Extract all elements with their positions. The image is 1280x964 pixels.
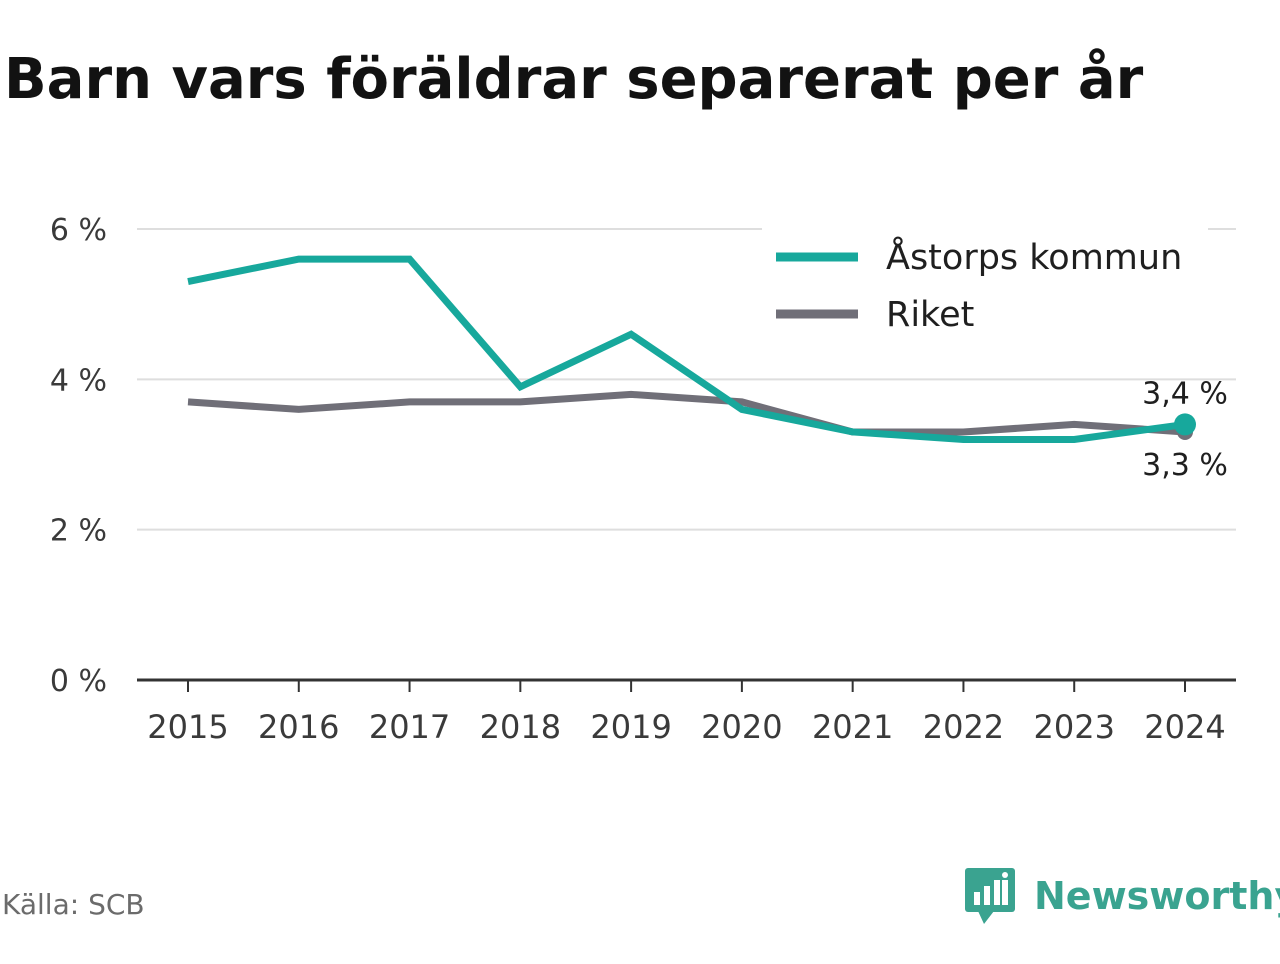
- series-end-point: [1174, 413, 1196, 436]
- x-tick-label: 2021: [812, 708, 893, 746]
- x-tick-label: 2023: [1034, 708, 1115, 746]
- y-tick-label: 2 %: [50, 514, 107, 549]
- legend-background: [762, 218, 1208, 244]
- legend: Åstorps kommun Riket: [776, 235, 1182, 335]
- y-tick-label: 4 %: [50, 363, 107, 398]
- x-axis: 2015 2016 2017 2018 2019 2020 2021 2022 2023 2024: [137, 678, 1236, 746]
- series-line: [187, 390, 1186, 436]
- x-tick-label: 2018: [480, 708, 561, 746]
- x-tick-label: 2016: [258, 708, 339, 746]
- legend-label: Åstorps kommun: [886, 235, 1182, 278]
- series-line: [187, 255, 1186, 443]
- series-lines: [187, 255, 1196, 443]
- x-tick-label: 2022: [923, 708, 1004, 746]
- brand-name: Newsworthy: [1034, 874, 1280, 918]
- source-note: Källa: SCB: [2, 888, 145, 921]
- x-tick-label: 2024: [1144, 708, 1225, 746]
- x-tick-label: 2017: [369, 708, 450, 746]
- legend-mask: [762, 218, 1208, 244]
- end-labels: 3,4 % 3,3 %: [1142, 376, 1228, 483]
- newsworthy-logo-icon: [965, 868, 1015, 924]
- x-tick-label: 2020: [701, 708, 782, 746]
- x-tick-label: 2015: [147, 708, 228, 746]
- y-tick-label: 0 %: [50, 664, 107, 699]
- end-value-label: 3,3 %: [1142, 448, 1228, 483]
- y-tick-label: 6 %: [50, 213, 107, 248]
- newsworthy-brand: Newsworthy: [964, 864, 1280, 928]
- x-tick-label: 2019: [590, 708, 671, 746]
- chart-title: Barn vars föräldrar separerat per år: [4, 47, 1144, 112]
- end-value-label: 3,4 %: [1142, 376, 1228, 411]
- y-axis-tick-labels: 0 % 2 % 4 % 6 %: [50, 213, 107, 699]
- legend-label: Riket: [886, 295, 974, 335]
